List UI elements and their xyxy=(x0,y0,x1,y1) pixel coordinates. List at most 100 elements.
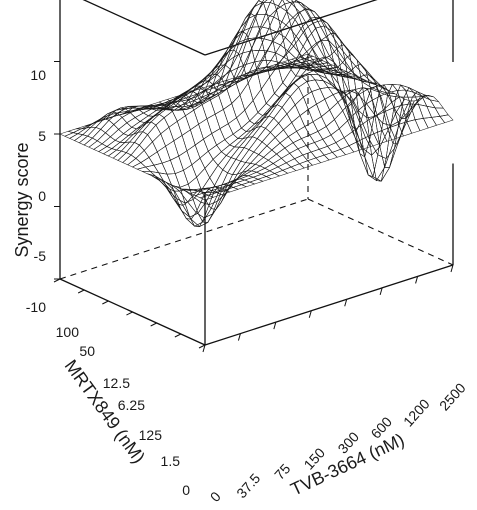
surface-patch xyxy=(286,104,301,123)
surface-patch xyxy=(323,152,338,161)
z-tick-label: -10 xyxy=(26,299,46,315)
surface-patch xyxy=(265,173,281,179)
surface-patch xyxy=(127,158,142,168)
surface-patch xyxy=(274,129,289,144)
y-tick-label: 50 xyxy=(79,343,95,359)
surface-patch xyxy=(124,132,139,143)
surface-patch xyxy=(239,82,254,111)
surface-patch xyxy=(203,133,217,152)
surface-patch xyxy=(340,145,355,156)
surface-patch xyxy=(392,118,407,145)
y-tick-label: 12.5 xyxy=(103,375,130,391)
surface-patch xyxy=(187,176,202,201)
surface-patch xyxy=(236,109,250,129)
box-edge xyxy=(82,0,206,56)
y-axis-tick xyxy=(126,311,133,316)
surface-patch xyxy=(135,149,150,163)
surface-patch xyxy=(312,116,327,132)
surface-patch xyxy=(266,137,281,151)
surface-patch xyxy=(422,117,437,129)
y-axis-tick xyxy=(102,300,109,305)
surface-patch xyxy=(131,162,147,170)
surface-patch xyxy=(147,124,162,143)
surface-patch xyxy=(193,104,208,125)
surface-patch xyxy=(222,157,237,174)
y-tick-label: 6.25 xyxy=(118,397,145,413)
surface-patch xyxy=(238,136,254,148)
surface-patch xyxy=(324,94,339,111)
surface-patch xyxy=(298,81,313,98)
surface-patch xyxy=(348,141,363,153)
x-axis-tick xyxy=(237,333,241,341)
surface-patch xyxy=(431,116,446,126)
surface-patch xyxy=(111,142,126,151)
z-axis-tick-labels: 10 5 0 -5 -10 xyxy=(26,67,46,315)
surface-patch xyxy=(315,154,330,164)
surface-patch xyxy=(257,176,272,182)
surface-patch xyxy=(289,148,304,160)
surface-patch xyxy=(269,166,284,174)
surface-patch xyxy=(191,157,206,178)
surface-patch xyxy=(385,120,400,160)
surface-patch xyxy=(264,40,279,78)
surface-patch xyxy=(198,118,213,140)
surface-patch xyxy=(283,122,297,137)
surface-patch xyxy=(249,179,264,185)
surface-patch xyxy=(273,106,288,124)
surface-patch xyxy=(236,162,251,175)
surface-patch xyxy=(331,148,346,158)
surface-patch xyxy=(330,128,345,143)
surface-patch xyxy=(307,103,322,123)
surface-patch xyxy=(190,123,204,146)
surface-patch xyxy=(409,103,424,121)
surface-patch xyxy=(226,79,241,105)
surface-patch xyxy=(231,160,247,176)
surface-patch xyxy=(139,134,153,151)
x-axis-tick xyxy=(415,276,419,284)
surface-patch xyxy=(289,86,304,106)
surface-patch xyxy=(279,136,294,149)
surface-patch xyxy=(160,126,175,147)
surface-patch xyxy=(325,119,340,136)
x-axis-tick xyxy=(308,310,312,318)
surface-patch xyxy=(257,0,268,4)
synergy-surface xyxy=(59,0,454,228)
surface-patch xyxy=(219,172,233,193)
surface-patch xyxy=(280,37,294,53)
surface-patch xyxy=(293,76,308,88)
surface-patch xyxy=(294,154,309,165)
surface-patch xyxy=(314,138,329,150)
surface-patch xyxy=(281,95,296,115)
bounding-box-front xyxy=(53,0,454,353)
box-edge-hidden xyxy=(59,198,309,280)
surface-patch xyxy=(408,87,423,97)
surface-patch xyxy=(378,90,392,111)
surface-patch xyxy=(319,87,334,100)
surface-patch xyxy=(276,147,291,159)
surface-patch xyxy=(309,131,324,143)
surface-patch xyxy=(121,112,136,124)
surface-patch xyxy=(152,133,166,153)
surface-patch xyxy=(303,91,317,110)
surface-patch xyxy=(206,113,221,134)
x-axis-tick-labels: 0 37.5 75 150 300 600 1200 2500 xyxy=(207,380,469,505)
box-edge xyxy=(204,264,454,346)
surface-patch xyxy=(327,142,342,153)
surface-patch xyxy=(225,146,240,158)
surface-patch xyxy=(201,99,216,120)
x-axis-tick xyxy=(202,344,206,353)
surface-patch xyxy=(143,141,158,158)
surface-patch xyxy=(338,120,353,139)
z-tick-label: 10 xyxy=(30,67,46,83)
surface-patch xyxy=(240,181,256,187)
surface-patch xyxy=(382,94,397,127)
z-tick-label: 5 xyxy=(38,128,46,144)
surface-patch xyxy=(297,145,312,156)
y-tick-label: 100 xyxy=(56,324,80,340)
surface-patch xyxy=(183,164,197,185)
surface-patch xyxy=(273,169,289,177)
surface-patch xyxy=(292,138,307,150)
z-tick-label: -5 xyxy=(34,248,47,264)
surface-patch xyxy=(237,130,252,139)
